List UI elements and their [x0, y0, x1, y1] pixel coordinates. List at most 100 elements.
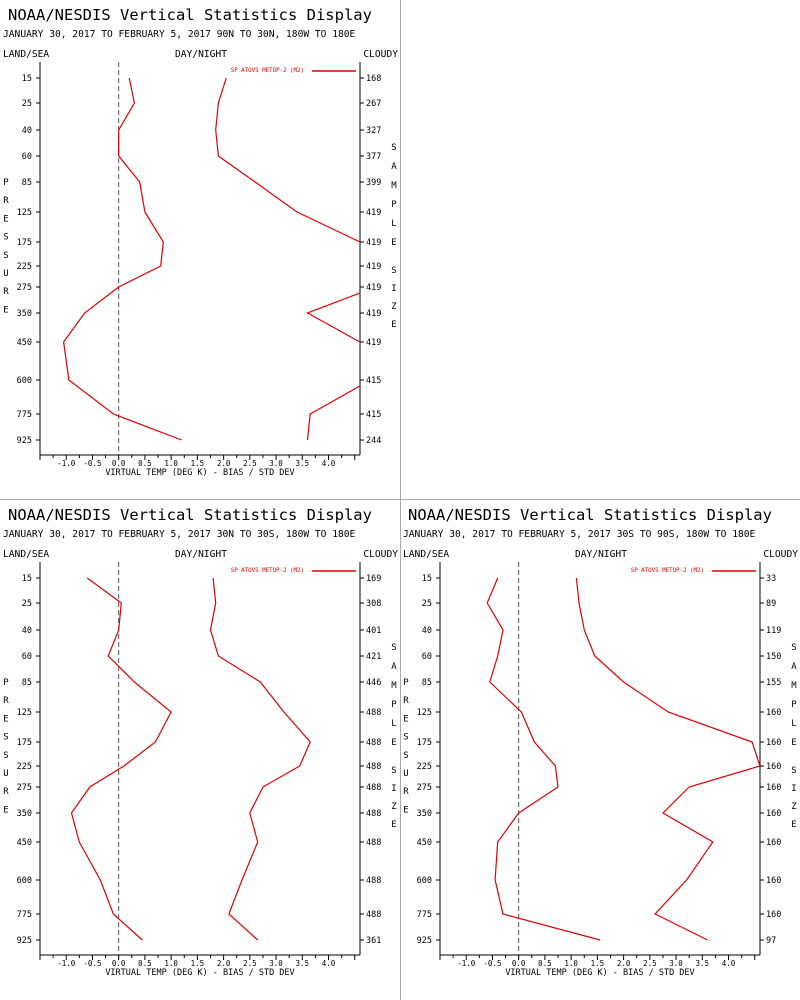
pressure-letter: U	[3, 769, 8, 779]
sample-size-label: 488	[366, 809, 381, 819]
pressure-tick-label: 40	[22, 626, 32, 636]
pressure-tick-label: 350	[17, 809, 32, 819]
pressure-letter: S	[403, 733, 408, 743]
pressure-tick-label: 450	[17, 838, 32, 848]
size-letter: I	[391, 284, 396, 294]
pressure-tick-label: 40	[422, 626, 432, 636]
series-line-bias	[62, 77, 182, 441]
sample-size-label: 419	[366, 238, 381, 248]
sample-size-label: 150	[766, 652, 781, 662]
chart-title: NOAA/NESDIS Vertical Statistics Display	[408, 506, 772, 524]
sample-letter: M	[391, 181, 397, 191]
sample-size-label: 160	[766, 762, 781, 772]
sample-size-label: 169	[366, 574, 381, 584]
sample-letter: S	[391, 143, 396, 153]
sample-letter: S	[791, 643, 796, 653]
x-tick-label: 3.5	[296, 959, 310, 968]
x-tick-label: 3.5	[696, 959, 710, 968]
sample-letter: E	[791, 738, 796, 748]
sample-size-label: 33	[766, 574, 776, 584]
pressure-tick-label: 225	[17, 262, 32, 272]
x-tick-label: 0.0	[512, 959, 526, 968]
x-tick-label: 0.5	[138, 959, 152, 968]
chart-subtitle: JANUARY 30, 2017 TO FEBRUARY 5, 2017 30N…	[3, 529, 356, 540]
chart-title: NOAA/NESDIS Vertical Statistics Display	[8, 6, 372, 24]
pressure-letter: P	[3, 678, 9, 688]
x-tick-label: 3.0	[269, 959, 283, 968]
sample-letter: A	[791, 662, 797, 672]
size-letter: Z	[791, 802, 797, 812]
x-tick-label: -1.0	[57, 959, 76, 968]
sample-size-label: 488	[366, 738, 381, 748]
pressure-tick-label: 275	[417, 783, 432, 793]
sample-size-label: 168	[366, 74, 381, 84]
series-line-bias	[486, 577, 601, 941]
pressure-tick-label: 175	[17, 738, 32, 748]
pressure-tick-label: 225	[17, 762, 32, 772]
size-letter: I	[791, 784, 796, 794]
size-letter: E	[391, 820, 396, 830]
x-tick-label: -1.0	[457, 959, 476, 968]
pressure-tick-label: 15	[22, 74, 32, 84]
x-tick-label: 1.5	[191, 459, 205, 468]
x-tick-label: 2.5	[643, 959, 657, 968]
sample-size-label: 399	[366, 178, 381, 188]
x-tick-label: 1.0	[164, 459, 178, 468]
x-tick-label: 4.0	[722, 959, 736, 968]
size-letter: S	[391, 766, 396, 776]
pressure-tick-label: 350	[17, 309, 32, 319]
day-night-label: DAY/NIGHT	[575, 549, 627, 560]
legend-label: SP ATOVS METOP-2 (M2)	[631, 568, 704, 574]
pressure-tick-label: 85	[422, 678, 432, 688]
sample-letter: E	[391, 238, 396, 248]
pressure-tick-label: 600	[17, 376, 32, 386]
sample-size-label: 160	[766, 738, 781, 748]
sample-size-label: 327	[366, 126, 381, 136]
size-letter: S	[791, 766, 796, 776]
size-letter: E	[791, 820, 796, 830]
sample-size-label: 419	[366, 309, 381, 319]
size-letter: I	[391, 784, 396, 794]
sample-size-label: 419	[366, 338, 381, 348]
pressure-tick-label: 25	[22, 599, 32, 609]
sample-size-label: 488	[366, 783, 381, 793]
pressure-tick-label: 60	[22, 652, 32, 662]
x-axis-label: VIRTUAL TEMP (DEG K) - BIAS / STD DEV	[105, 468, 294, 478]
sample-size-label: 119	[766, 626, 781, 636]
pressure-tick-label: 925	[417, 936, 432, 946]
x-tick-label: 2.5	[243, 959, 257, 968]
x-tick-label: 1.5	[591, 959, 605, 968]
sample-size-label: 308	[366, 599, 381, 609]
sample-letter: E	[391, 738, 396, 748]
pressure-letter: E	[403, 805, 408, 815]
pressure-letter: S	[3, 233, 8, 243]
sample-size-label: 415	[366, 410, 381, 420]
size-letter: Z	[391, 302, 397, 312]
pressure-tick-label: 15	[22, 574, 32, 584]
chart-subtitle: JANUARY 30, 2017 TO FEBRUARY 5, 2017 90N…	[3, 29, 356, 40]
pressure-letter: S	[403, 751, 408, 761]
pressure-tick-label: 775	[17, 910, 32, 920]
cloudy-label: CLOUDY	[363, 549, 398, 560]
pressure-tick-label: 600	[17, 876, 32, 886]
pressure-tick-label: 60	[422, 652, 432, 662]
pressure-tick-label: 15	[422, 574, 432, 584]
sample-size-label: 361	[366, 936, 381, 946]
sample-letter: L	[391, 219, 396, 229]
pressure-letter: E	[3, 305, 8, 315]
pressure-tick-label: 775	[17, 410, 32, 420]
pressure-tick-label: 225	[417, 762, 432, 772]
sample-size-label: 421	[366, 652, 381, 662]
pressure-tick-label: 85	[22, 178, 32, 188]
pressure-letter: S	[3, 733, 8, 743]
x-tick-label: 0.5	[138, 459, 152, 468]
x-axis-label: VIRTUAL TEMP (DEG K) - BIAS / STD DEV	[505, 968, 694, 978]
sample-size-label: 160	[766, 910, 781, 920]
sample-size-label: 160	[766, 708, 781, 718]
pressure-tick-label: 125	[417, 708, 432, 718]
pressure-tick-label: 25	[422, 599, 432, 609]
sample-letter: L	[791, 719, 796, 729]
pressure-letter: R	[3, 287, 9, 297]
x-tick-label: 3.0	[669, 959, 683, 968]
series-line-std-dev	[575, 577, 760, 941]
